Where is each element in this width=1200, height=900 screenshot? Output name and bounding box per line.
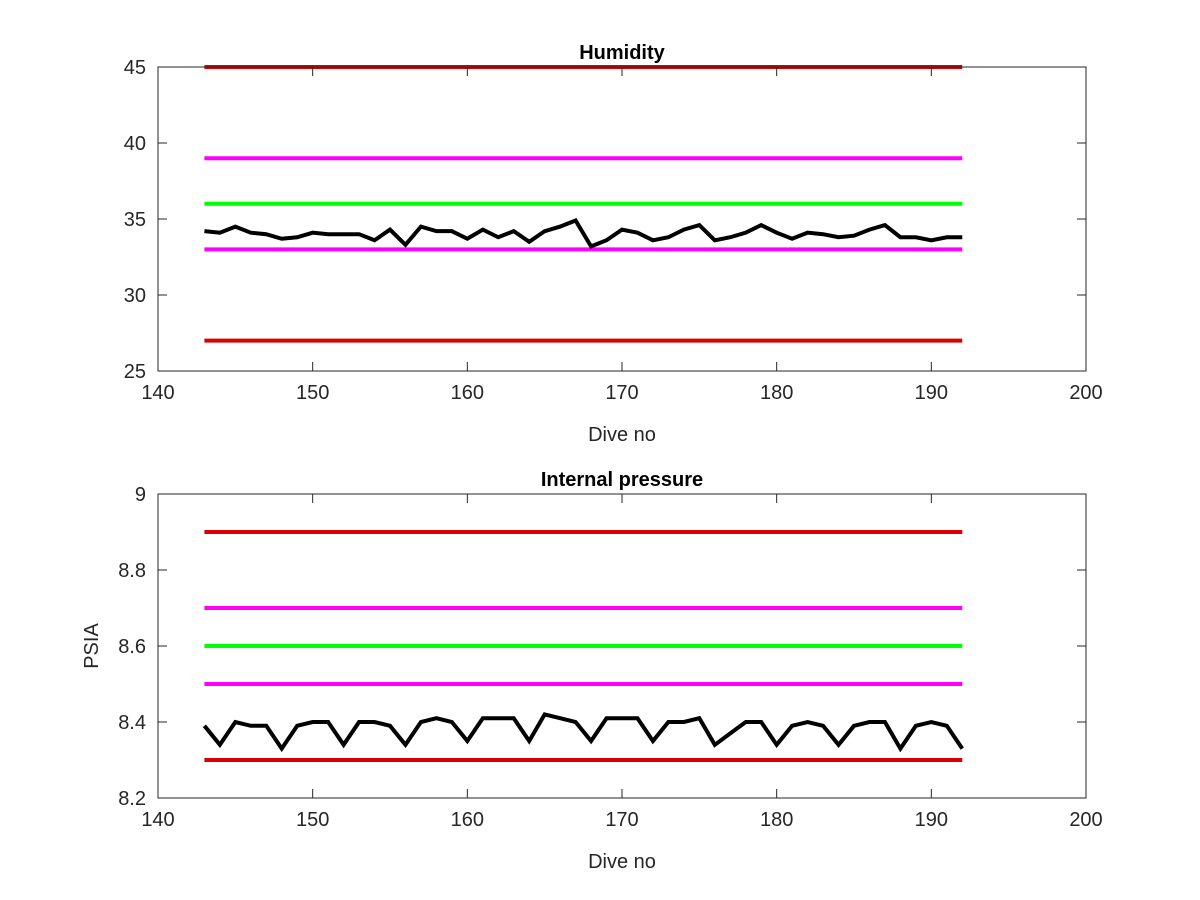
humidity-x-tick-label: 170 [605, 382, 638, 404]
internal-pressure-y-tick-label: 8.6 [118, 636, 146, 658]
humidity-y-tick-label: 35 [124, 209, 146, 231]
internal-pressure-y-axis-label: PSIA [81, 623, 103, 669]
internal-pressure-x-tick-label: 150 [296, 809, 329, 831]
internal-pressure-x-tick-label: 180 [760, 809, 793, 831]
internal-pressure-x-tick-label: 190 [915, 809, 948, 831]
internal-pressure-x-tick-label: 170 [605, 809, 638, 831]
humidity-series-5 [204, 218, 963, 249]
humidity-y-tick-label: 45 [124, 57, 146, 79]
humidity-x-tick-label: 200 [1069, 382, 1102, 404]
internal-pressure-series-5 [202, 712, 964, 753]
internal-pressure-y-tick-label: 9 [135, 484, 146, 506]
humidity-x-axis-label: Dive no [588, 424, 656, 446]
humidity-axes-frame [157, 66, 1087, 372]
internal-pressure-x-tick-label: 200 [1069, 809, 1102, 831]
humidity-title: Humidity [579, 42, 665, 64]
internal-pressure-y-tick-label: 8.2 [118, 788, 146, 810]
internal-pressure-axes: 140 150 160 170 180 190 200 8.2 8.4 8.6 8.8 9 Intern… [81, 469, 1103, 873]
humidity-x-tick-label: 180 [760, 382, 793, 404]
internal-pressure-x-tick-label: 160 [451, 809, 484, 831]
humidity-x-tick-label: 160 [451, 382, 484, 404]
humidity-axes: 140 150 160 170 180 190 200 25 30 35 40 45 Humidity D… [124, 42, 1103, 446]
humidity-y-tick-label: 30 [124, 285, 146, 307]
humidity-y-tick-label: 40 [124, 133, 146, 155]
humidity-x-tick-label: 190 [915, 382, 948, 404]
internal-pressure-x-tick-label: 140 [141, 809, 174, 831]
humidity-x-tick-label: 140 [141, 382, 174, 404]
internal-pressure-y-tick-label: 8.4 [118, 712, 146, 734]
internal-pressure-y-tick-label: 8.8 [118, 560, 146, 582]
internal-pressure-title: Internal pressure [541, 469, 703, 491]
humidity-y-tick-label: 25 [124, 361, 146, 383]
humidity-x-tick-label: 150 [296, 382, 329, 404]
internal-pressure-x-axis-label: Dive no [588, 851, 656, 873]
